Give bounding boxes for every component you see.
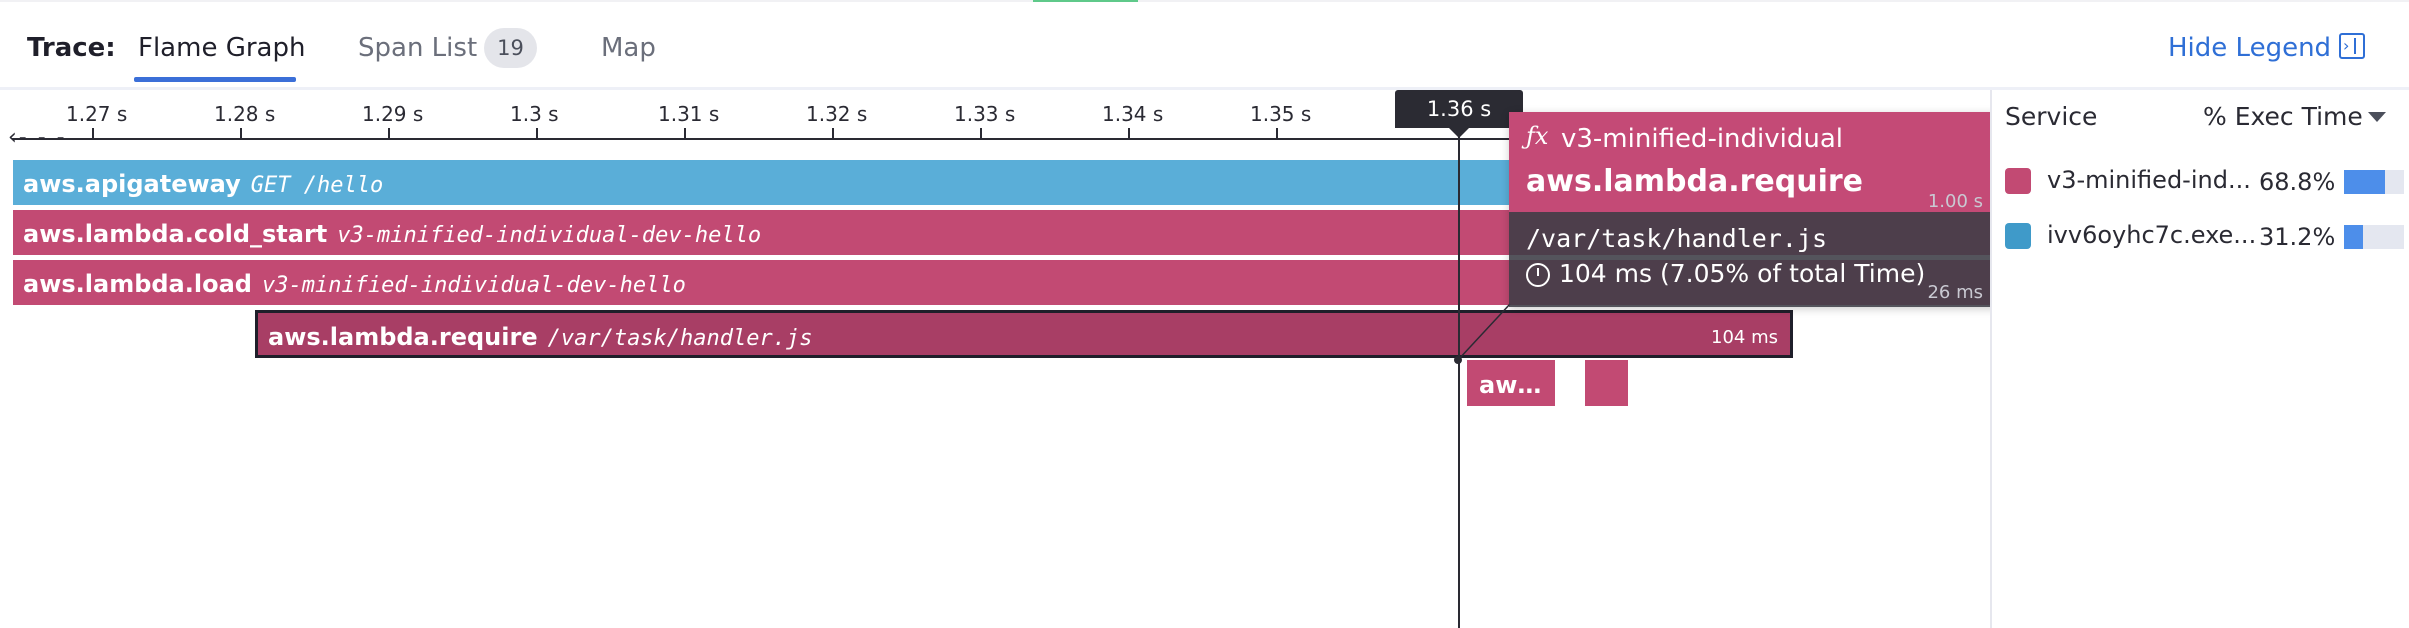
trace-label: Trace: xyxy=(27,33,116,63)
span-resource: /var/task/handler.js xyxy=(547,326,813,351)
axis-tick xyxy=(1276,128,1278,138)
legend-service-name: v3-minified-ind... xyxy=(2047,166,2251,194)
axis-tick-label: 1.28 s xyxy=(214,102,276,126)
exec-time-bar-fill xyxy=(2344,170,2385,194)
axis-tick-label: 1.27 s xyxy=(66,102,128,126)
clock-icon xyxy=(1526,263,1550,287)
legend-panel xyxy=(1990,90,2409,628)
child-span[interactable]: aw… xyxy=(1467,360,1555,406)
faded-duration: 26 ms xyxy=(1927,282,1983,303)
axis-tick xyxy=(388,128,390,138)
tooltip-time: 104 ms (7.05% of total Time) xyxy=(1559,259,1926,288)
span-name: aws.apigateway xyxy=(23,170,241,198)
axis-left-arrow-icon: ‹- - - xyxy=(8,125,67,150)
axis-tick-label: 1.32 s xyxy=(806,102,868,126)
top-border xyxy=(0,0,2409,2)
tooltip-header: ƒx v3-minified-individual aws.lambda.req… xyxy=(1509,112,2029,212)
span-tooltip: ƒx v3-minified-individual aws.lambda.req… xyxy=(1509,112,2029,307)
span-count-badge: 19 xyxy=(484,28,537,68)
legend-exec-pct: 68.8% xyxy=(2259,168,2336,196)
tooltip-connector xyxy=(1454,303,1511,364)
tooltip-body: /var/task/handler.js 104 ms (7.05% of to… xyxy=(1509,191,2029,307)
axis-tick-label: 1.33 s xyxy=(954,102,1016,126)
tooltip-resource: /var/task/handler.js xyxy=(1526,224,1828,253)
legend-exec-pct: 31.2% xyxy=(2259,223,2336,251)
header-divider xyxy=(0,87,2409,90)
top-highlight xyxy=(1033,0,1138,2)
exec-time-bar xyxy=(2344,225,2404,249)
time-cursor-line xyxy=(1458,128,1460,628)
legend-exec-time-header[interactable]: % Exec Time xyxy=(2203,102,2363,131)
tab-map[interactable]: Map xyxy=(601,33,656,63)
cursor-pointer-icon xyxy=(1449,128,1469,138)
axis-tick xyxy=(92,128,94,138)
span-name: aws.lambda.load xyxy=(23,270,252,298)
exec-time-bar xyxy=(2344,170,2404,194)
time-cursor-label: 1.36 s xyxy=(1395,90,1523,128)
service-color-swatch xyxy=(2005,168,2031,194)
span-resource: GET /hello xyxy=(250,173,384,198)
legend-service-header: Service xyxy=(2005,102,2098,131)
legend-toggle-icon[interactable]: › xyxy=(2339,33,2365,59)
hide-legend-link[interactable]: Hide Legend xyxy=(2168,33,2332,63)
axis-tick-label: 1.3 s xyxy=(510,102,559,126)
axis-tick xyxy=(1128,128,1130,138)
legend-row[interactable]: ivv6oyhc7c.exe... 31.2% xyxy=(2005,217,2404,257)
span-duration: 104 ms xyxy=(1711,327,1778,348)
span-aws-lambda-require[interactable]: aws.lambda.require/var/task/handler.js 1… xyxy=(255,310,1793,358)
legend-row[interactable]: v3-minified-ind... 68.8% xyxy=(2005,162,2404,202)
span-resource: v3-minified-individual-dev-hello xyxy=(261,273,686,298)
faded-duration: 1.00 s xyxy=(1927,191,1983,212)
active-tab-indicator xyxy=(134,77,296,82)
span-resource: v3-minified-individual-dev-hello xyxy=(337,223,762,248)
axis-tick-label: 1.29 s xyxy=(362,102,424,126)
service-color-swatch xyxy=(2005,223,2031,249)
axis-tick-label: 1.35 s xyxy=(1250,102,1312,126)
axis-tick xyxy=(832,128,834,138)
span-aws-apigateway[interactable]: aws.apigateway GET /hello xyxy=(13,160,1513,205)
tooltip-operation: aws.lambda.require xyxy=(1526,164,1863,199)
tooltip-service: v3-minified-individual xyxy=(1561,124,1844,154)
tab-span-list[interactable]: Span List xyxy=(358,33,478,63)
axis-tick-label: 1.31 s xyxy=(658,102,720,126)
axis-tick xyxy=(980,128,982,138)
legend-service-name: ivv6oyhc7c.exe... xyxy=(2047,221,2257,249)
axis-tick-label: 1.34 s xyxy=(1102,102,1164,126)
axis-tick xyxy=(536,128,538,138)
sort-caret-icon[interactable] xyxy=(2368,112,2386,122)
span-name: aws.lambda.require xyxy=(268,323,538,351)
time-axis xyxy=(12,138,1992,140)
child-span[interactable] xyxy=(1585,360,1628,406)
exec-time-bar-fill xyxy=(2344,225,2363,249)
child-span-label: aw… xyxy=(1479,371,1542,399)
tab-flame-graph[interactable]: Flame Graph xyxy=(138,33,306,63)
axis-tick xyxy=(684,128,686,138)
axis-tick xyxy=(240,128,242,138)
span-name: aws.lambda.cold_start xyxy=(23,220,328,248)
function-icon: ƒx xyxy=(1526,122,1549,150)
